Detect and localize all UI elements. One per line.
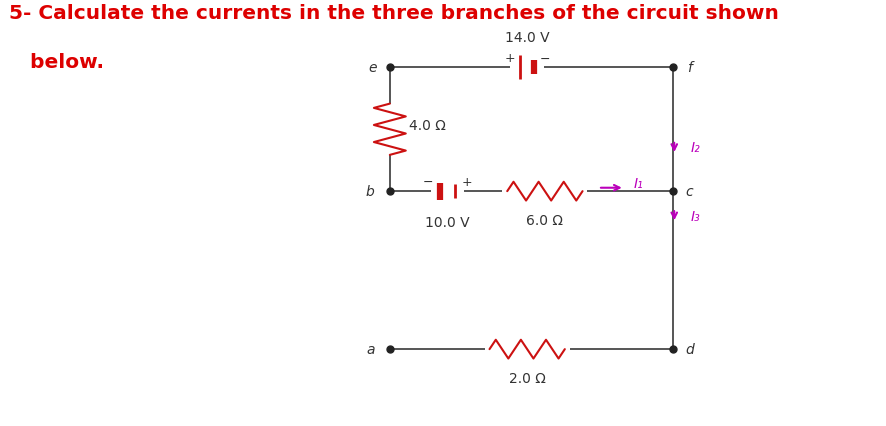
Text: 14.0 V: 14.0 V bbox=[505, 31, 549, 45]
Text: d: d bbox=[685, 343, 694, 356]
Text: b: b bbox=[366, 185, 375, 199]
Text: I₃: I₃ bbox=[691, 209, 701, 223]
Text: f: f bbox=[687, 61, 692, 75]
Text: +: + bbox=[504, 52, 515, 65]
Text: 10.0 V: 10.0 V bbox=[425, 215, 470, 229]
Text: −: − bbox=[540, 52, 550, 65]
Text: I₂: I₂ bbox=[691, 141, 701, 155]
Text: below.: below. bbox=[9, 53, 104, 72]
Text: c: c bbox=[686, 185, 693, 199]
Text: 4.0 Ω: 4.0 Ω bbox=[409, 119, 447, 132]
Text: e: e bbox=[368, 61, 377, 75]
Text: 6.0 Ω: 6.0 Ω bbox=[526, 214, 563, 228]
Text: 5- Calculate the currents in the three branches of the circuit shown: 5- Calculate the currents in the three b… bbox=[9, 4, 779, 23]
Text: −: − bbox=[423, 176, 433, 189]
Text: 2.0 Ω: 2.0 Ω bbox=[509, 371, 546, 386]
Text: +: + bbox=[462, 176, 472, 189]
Text: I₁: I₁ bbox=[633, 177, 643, 191]
Text: a: a bbox=[366, 343, 375, 356]
